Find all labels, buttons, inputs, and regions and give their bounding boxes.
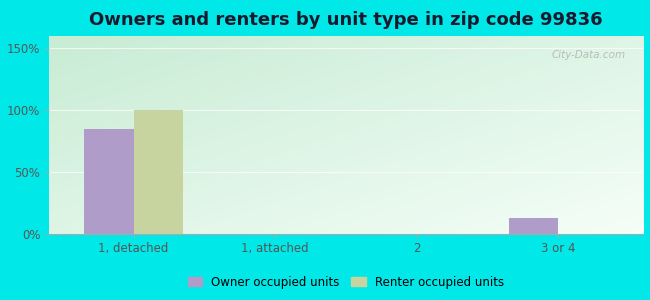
Title: Owners and renters by unit type in zip code 99836: Owners and renters by unit type in zip c… [89,11,603,29]
Bar [508,218,558,234]
Bar [133,110,183,234]
Text: City-Data.com: City-Data.com [551,50,625,60]
Legend: Owner occupied units, Renter occupied units: Owner occupied units, Renter occupied un… [188,275,504,289]
Bar [84,129,133,234]
